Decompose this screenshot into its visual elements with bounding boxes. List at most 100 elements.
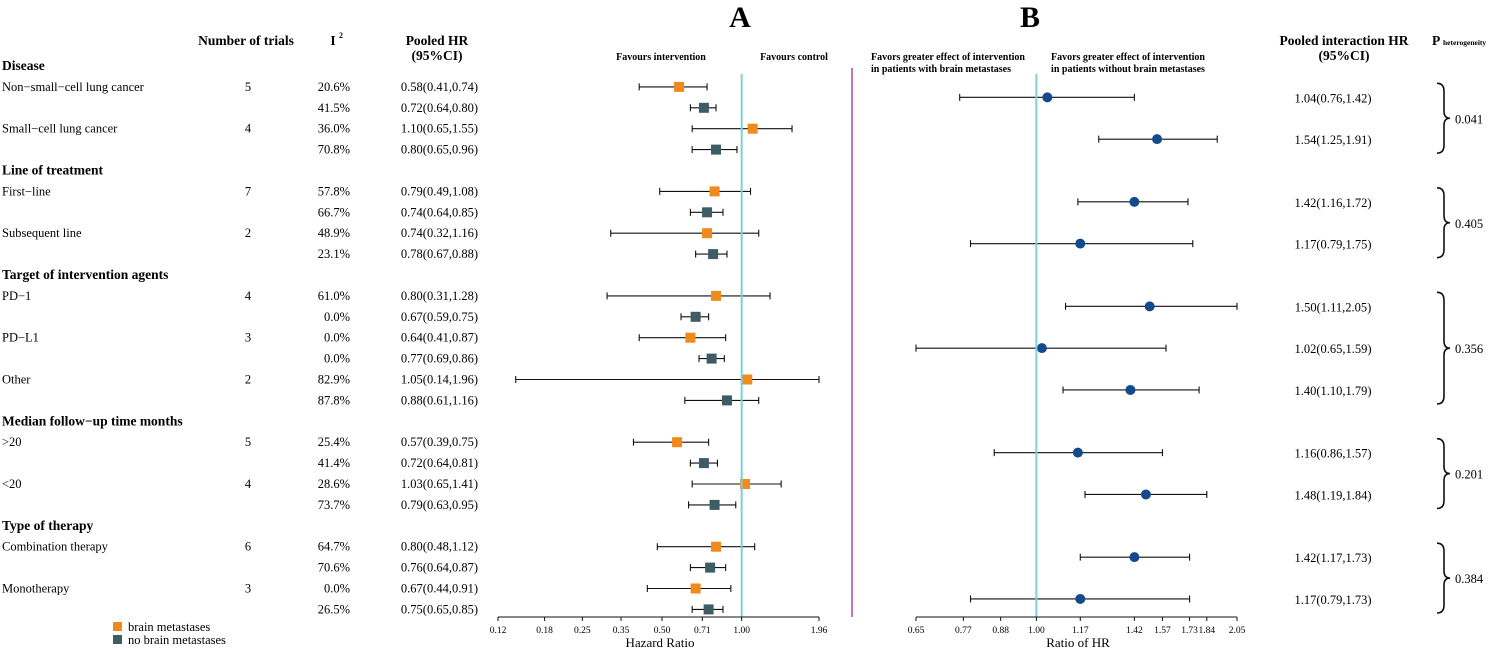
hr-point-nobrain xyxy=(708,249,719,260)
hr-point-brain xyxy=(709,186,720,197)
interaction-hr-value: 1.50(1.11,2.05) xyxy=(1295,300,1372,314)
hr-point-brain xyxy=(672,437,683,448)
subgroup-trials: 5 xyxy=(245,80,251,94)
hr-point-brain xyxy=(674,81,685,92)
header-i2: I xyxy=(330,33,335,48)
header-pooled-hr-ci: (95%CI) xyxy=(412,48,463,63)
subgroup-trials: 6 xyxy=(245,540,251,554)
interaction-hr-value: 1.02(0.65,1.59) xyxy=(1294,342,1371,356)
p-heterogeneity-value: 0.384 xyxy=(1455,572,1484,586)
hr-point-brain xyxy=(702,228,713,239)
pooled-hr-value: 1.10(0.65,1.55) xyxy=(401,122,478,136)
pooled-hr-value: 0.79(0.49,1.08) xyxy=(401,184,478,198)
p-heterogeneity-value: 0.405 xyxy=(1455,217,1483,231)
heterogeneity-brace xyxy=(1436,437,1451,510)
heterogeneity-brace xyxy=(1436,187,1451,259)
x-tick-label-b: 0.77 xyxy=(955,626,972,636)
hr-point-nobrain xyxy=(709,499,720,510)
i2-value: 87.8% xyxy=(318,393,350,407)
header-number-of-trials: Number of trials xyxy=(198,33,294,48)
heterogeneity-brace xyxy=(1436,82,1451,154)
subgroup-name: Combination therapy xyxy=(2,540,109,554)
hr-point-brain xyxy=(747,123,758,134)
i2-value: 36.0% xyxy=(318,122,350,136)
i2-value: 41.5% xyxy=(318,101,350,115)
x-tick-label-a: 1.96 xyxy=(811,626,828,636)
interaction-point xyxy=(1129,552,1140,563)
pooled-hr-value: 0.77(0.69,0.86) xyxy=(401,352,478,366)
interaction-hr-value: 1.42(1.17,1.73) xyxy=(1294,551,1371,565)
x-tick-label-b: 0.65 xyxy=(908,626,925,636)
hr-point-nobrain xyxy=(705,562,716,573)
legend-label-nobrain: no brain metastases xyxy=(128,633,226,647)
panel-label-b: B xyxy=(1020,1,1040,34)
x-tick-label-b: 1.17 xyxy=(1072,626,1089,636)
pooled-hr-value: 0.75(0.65,0.85) xyxy=(401,602,478,616)
hr-point-nobrain xyxy=(703,604,714,615)
pooled-hr-value: 0.74(0.64,0.85) xyxy=(401,205,478,219)
subgroup-trials: 3 xyxy=(245,582,251,596)
interaction-point xyxy=(1036,343,1047,354)
subgroup-trials: 4 xyxy=(245,477,252,491)
header-pooled-interaction-hr: Pooled interaction HR xyxy=(1280,33,1409,48)
pooled-hr-value: 1.03(0.65,1.41) xyxy=(401,477,478,491)
subgroup-trials: 2 xyxy=(245,373,251,387)
i2-value: 70.8% xyxy=(318,143,350,157)
favors-nobrain-line2: in patients without brain metastases xyxy=(1051,64,1205,75)
i2-value: 41.4% xyxy=(318,456,350,470)
pooled-hr-value: 0.58(0.41,0.74) xyxy=(401,80,478,94)
header-p-heterogeneity-sub: heterogeneity xyxy=(1443,38,1486,47)
subgroup-name: Subsequent line xyxy=(2,226,82,240)
pooled-hr-value: 0.74(0.32,1.16) xyxy=(401,226,478,240)
x-tick-label-b: 1.00 xyxy=(1028,626,1045,636)
legend-swatch-brain xyxy=(113,622,122,631)
i2-value: 70.6% xyxy=(318,561,350,575)
group-heading: Line of treatment xyxy=(2,163,103,178)
x-tick-label-a: 0.25 xyxy=(574,626,591,636)
panel-label-a: A xyxy=(729,1,751,34)
pooled-hr-value: 0.80(0.65,0.96) xyxy=(401,143,478,157)
subgroup-trials: 2 xyxy=(245,226,251,240)
subgroup-name: >20 xyxy=(2,435,22,449)
pooled-hr-value: 0.76(0.64,0.87) xyxy=(401,561,478,575)
interaction-hr-value: 1.42(1.16,1.72) xyxy=(1294,196,1371,210)
interaction-hr-value: 1.04(0.76,1.42) xyxy=(1294,91,1371,105)
interaction-point xyxy=(1072,447,1083,458)
p-heterogeneity-value: 0.356 xyxy=(1455,342,1483,356)
header-pooled-hr: Pooled HR xyxy=(406,33,469,48)
legend-label-brain: brain metastases xyxy=(128,620,210,634)
interaction-point xyxy=(1129,196,1140,207)
favors-brain-line2: in patients with brain metastases xyxy=(871,64,1011,75)
subgroup-name: PD−1 xyxy=(2,289,31,303)
header-pooled-interaction-ci: (95%CI) xyxy=(1319,48,1370,63)
hr-point-nobrain xyxy=(711,144,722,155)
pooled-hr-value: 0.79(0.63,0.95) xyxy=(401,498,478,512)
x-tick-label-a: 0.12 xyxy=(490,626,507,636)
hr-point-nobrain xyxy=(698,458,709,469)
pooled-hr-value: 1.05(0.14,1.96) xyxy=(401,373,478,387)
heterogeneity-brace xyxy=(1436,291,1451,405)
x-tick-label-b: 0.88 xyxy=(992,626,1009,636)
i2-value: 48.9% xyxy=(318,226,350,240)
x-tick-label-b: 1.57 xyxy=(1154,626,1171,636)
i2-value: 57.8% xyxy=(318,184,350,198)
subgroup-name: Non−small−cell lung cancer xyxy=(2,80,145,94)
subgroup-name: First−line xyxy=(2,184,51,198)
pooled-hr-value: 0.67(0.59,0.75) xyxy=(401,310,478,324)
hr-point-brain xyxy=(740,479,751,489)
hr-point-nobrain xyxy=(706,353,717,364)
hr-point-brain xyxy=(690,583,701,594)
p-heterogeneity-value: 0.041 xyxy=(1455,112,1483,126)
i2-value: 28.6% xyxy=(318,477,350,491)
interaction-point xyxy=(1125,384,1136,395)
pooled-hr-value: 0.67(0.44,0.91) xyxy=(401,582,478,596)
group-heading: Type of therapy xyxy=(2,518,93,533)
x-tick-label-a: 1.00 xyxy=(733,626,750,636)
legend-swatch-nobrain xyxy=(113,635,122,644)
pooled-hr-value: 0.78(0.67,0.88) xyxy=(401,247,478,261)
dynamic-plot-layer: Disease Non−small−cell lung cancer 5 20.6% 0… xyxy=(2,58,1484,636)
pooled-hr-value: 0.72(0.64,0.80) xyxy=(401,101,478,115)
x-tick-label-a: 0.18 xyxy=(536,626,553,636)
p-heterogeneity-value: 0.201 xyxy=(1455,468,1483,482)
